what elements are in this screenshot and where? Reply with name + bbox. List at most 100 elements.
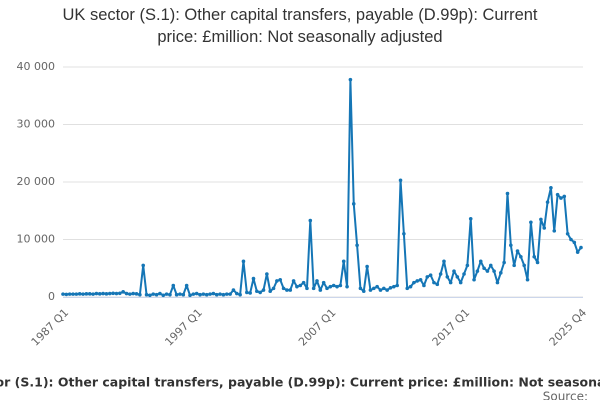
point — [64, 292, 69, 297]
point — [81, 292, 85, 296]
point — [301, 280, 306, 285]
point — [555, 192, 560, 197]
point — [181, 292, 186, 297]
point — [111, 291, 115, 296]
point — [71, 292, 75, 296]
point — [298, 283, 303, 288]
point — [432, 280, 436, 285]
point — [308, 218, 313, 223]
point — [519, 254, 523, 259]
point — [445, 275, 450, 279]
point — [438, 272, 443, 276]
point — [539, 217, 543, 222]
point — [161, 293, 166, 298]
point — [498, 271, 503, 275]
point — [408, 284, 413, 289]
y-tick-label: 20 000 — [17, 175, 56, 188]
point — [412, 280, 416, 285]
point — [285, 288, 289, 292]
point — [288, 288, 293, 292]
point — [234, 291, 239, 296]
point — [144, 292, 149, 297]
point — [448, 280, 453, 285]
point — [355, 243, 359, 248]
point — [341, 259, 346, 264]
chart-title: UK sector (S.1): Other capital transfers… — [62, 6, 538, 46]
point — [525, 277, 530, 282]
point — [164, 292, 169, 296]
point — [194, 291, 199, 296]
point — [271, 286, 276, 291]
point — [241, 259, 246, 264]
point — [462, 272, 466, 276]
point — [151, 292, 156, 296]
y-tick-label: 0 — [48, 290, 55, 303]
point — [121, 290, 125, 294]
point — [214, 292, 219, 297]
point — [485, 269, 490, 273]
point — [131, 291, 135, 296]
point — [361, 289, 366, 294]
point — [388, 286, 393, 290]
point — [275, 279, 279, 283]
point — [392, 284, 396, 289]
point — [435, 282, 440, 287]
point — [545, 200, 550, 204]
point — [94, 291, 99, 296]
point — [231, 288, 236, 292]
point — [74, 292, 79, 296]
point — [107, 291, 112, 296]
y-tick-label: 10 000 — [17, 233, 56, 246]
point — [265, 272, 269, 276]
point — [415, 279, 420, 283]
point — [218, 292, 222, 296]
point — [295, 284, 299, 289]
point — [311, 286, 316, 291]
point — [118, 291, 122, 296]
point — [542, 226, 547, 230]
point — [114, 291, 119, 296]
point — [204, 292, 209, 297]
point — [402, 231, 406, 236]
point — [458, 280, 463, 285]
point — [335, 284, 339, 289]
x-tick-label: 1987 Q1 — [29, 306, 72, 349]
point — [559, 196, 563, 200]
point — [428, 273, 433, 277]
legend-entry: UK sector (S.1): Other capital transfers… — [0, 375, 600, 390]
point — [382, 286, 386, 291]
point — [478, 259, 483, 264]
point — [91, 292, 95, 296]
point — [522, 263, 526, 268]
point — [248, 291, 252, 295]
point — [398, 178, 403, 183]
point — [178, 292, 182, 296]
point — [318, 288, 323, 292]
point — [452, 269, 456, 273]
point — [495, 280, 500, 285]
point — [569, 237, 573, 242]
x-tick-label: 2007 Q1 — [296, 306, 339, 349]
point — [425, 275, 430, 279]
point — [255, 289, 259, 294]
point — [502, 260, 506, 265]
point — [321, 280, 326, 285]
point — [261, 288, 266, 292]
x-tick-label: 2025 Q4 — [547, 306, 590, 349]
point — [128, 292, 132, 296]
point — [529, 220, 533, 225]
point — [378, 288, 383, 292]
point — [278, 277, 283, 282]
point — [141, 263, 146, 268]
point — [77, 292, 82, 296]
point — [221, 292, 226, 297]
point — [348, 77, 353, 82]
point — [512, 263, 516, 268]
point — [515, 249, 520, 253]
point — [251, 276, 256, 281]
x-tick-label: 1997 Q1 — [162, 306, 205, 349]
point — [418, 277, 423, 282]
point — [191, 292, 196, 296]
point — [211, 291, 216, 296]
point — [84, 292, 89, 296]
